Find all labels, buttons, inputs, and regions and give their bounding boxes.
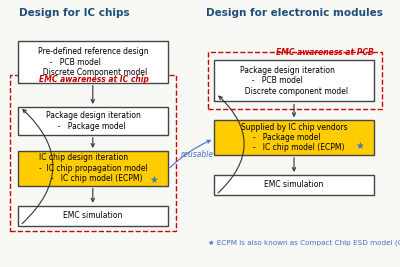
Text: Package design iteration
     -   PCB model
  Discrete component model: Package design iteration - PCB model Dis… [240,66,348,96]
Text: IC chip design iteration
-  IC chip propagation model
     -   IC chip model (EC: IC chip design iteration - IC chip propa… [39,153,147,183]
FancyBboxPatch shape [18,41,168,83]
FancyBboxPatch shape [18,206,168,226]
Text: reusable: reusable [181,150,214,159]
Text: ★: ★ [356,140,364,151]
FancyBboxPatch shape [18,151,168,186]
Text: EMC awareness at IC chip: EMC awareness at IC chip [39,75,149,84]
Text: Design for IC chips: Design for IC chips [19,8,129,18]
FancyBboxPatch shape [18,107,168,135]
Text: ★: ★ [150,175,158,185]
Text: Supplied by IC chip vendors
     -   Package model
     -   IC chip model (ECPM): Supplied by IC chip vendors - Package mo… [241,123,347,152]
Text: Pre-defined reference design
     -   PCB model
  Discrete Component model: Pre-defined reference design - PCB model… [38,47,148,77]
Text: Package design iteration
     -   Package model: Package design iteration - Package model [46,111,140,131]
Text: Design for electronic modules: Design for electronic modules [206,8,382,18]
FancyBboxPatch shape [214,120,374,155]
Text: EMC simulation: EMC simulation [264,180,324,189]
FancyBboxPatch shape [214,175,374,195]
Text: EMC simulation: EMC simulation [63,211,123,220]
Text: EMC awareness at PCB: EMC awareness at PCB [276,48,374,57]
Text: ★ ECPM is also known as Compact Chip ESD model (CECM): ★ ECPM is also known as Compact Chip ESD… [208,240,400,246]
FancyBboxPatch shape [214,60,374,101]
